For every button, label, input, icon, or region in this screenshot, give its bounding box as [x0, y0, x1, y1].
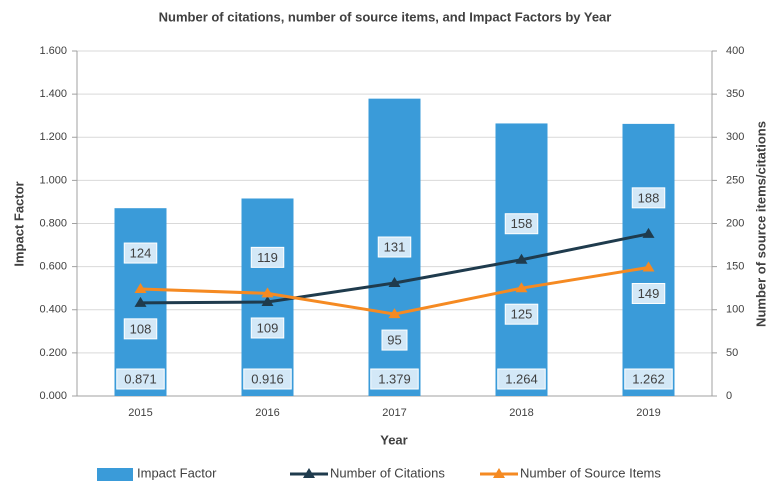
bar-value-label: 1.262	[632, 371, 665, 386]
bar-value-label: 0.871	[124, 371, 157, 386]
line-value-label-box	[123, 242, 158, 264]
y2-tick-label: 250	[726, 174, 744, 186]
line-value-label: 149	[638, 286, 660, 301]
marker	[388, 277, 401, 288]
y2-tick-label: 350	[726, 88, 744, 100]
y2-tick-label: 200	[726, 217, 744, 229]
line-value-label: 109	[257, 320, 279, 335]
marker	[261, 287, 274, 298]
bar-value-label-box	[370, 368, 419, 390]
x-axis-title: Year	[380, 432, 407, 447]
bar-value-label: 1.379	[378, 371, 411, 386]
y-tick-label: 1.400	[39, 88, 67, 100]
marker	[134, 296, 147, 307]
line-value-label: 188	[638, 190, 660, 205]
x-tick-label: 2017	[382, 407, 406, 419]
x-tick-label: 2019	[636, 407, 660, 419]
line-value-label-box	[504, 303, 539, 325]
line-value-label-box	[504, 213, 539, 235]
line-value-label-box	[250, 246, 285, 268]
y-tick-label: 0.400	[39, 304, 67, 316]
marker	[261, 295, 274, 306]
x-tick-label: 2016	[255, 407, 279, 419]
y-tick-label: 1.600	[39, 45, 67, 57]
bar-value-label: 1.264	[505, 371, 538, 386]
line-value-label: 95	[387, 333, 401, 348]
bar-value-label-box	[497, 368, 546, 390]
bar-value-label-box	[624, 368, 673, 390]
y2-tick-label: 400	[726, 45, 744, 57]
bar	[622, 123, 675, 396]
line-value-label-box	[123, 318, 158, 340]
y-tick-label: 0.200	[39, 347, 67, 359]
marker	[388, 308, 401, 319]
y-tick-label: 1.200	[39, 131, 67, 143]
bar-value-label-box	[243, 368, 292, 390]
y-tick-label: 0.600	[39, 261, 67, 273]
bar-value-label-box	[116, 368, 165, 390]
line-value-label-box	[631, 187, 666, 209]
y2-tick-label: 100	[726, 304, 744, 316]
x-tick-label: 2018	[509, 407, 533, 419]
line-value-label: 119	[257, 250, 278, 265]
legend-label: Impact Factor	[137, 465, 217, 480]
bar-value-label: 0.916	[251, 371, 284, 386]
line-value-label-box	[377, 236, 412, 258]
line-value-label-box	[381, 329, 408, 351]
line-value-label: 108	[130, 321, 152, 336]
y2-tick-label: 300	[726, 131, 744, 143]
y-axis-title: Impact Factor	[11, 181, 26, 266]
chart-title: Number of citations, number of source it…	[159, 9, 612, 24]
x-tick-label: 2015	[128, 407, 152, 419]
marker	[493, 468, 505, 478]
marker	[642, 261, 655, 272]
marker	[642, 227, 655, 238]
y-tick-label: 0.000	[39, 390, 67, 402]
legend-swatch	[97, 468, 133, 481]
y2-tick-label: 0	[726, 390, 732, 402]
y-tick-label: 1.000	[39, 174, 67, 186]
marker	[515, 282, 528, 293]
line-value-label: 131	[384, 239, 406, 254]
legend-label: Number of Citations	[330, 465, 445, 480]
legend-label: Number of Source Items	[520, 465, 661, 480]
line-value-label-box	[250, 317, 285, 339]
marker	[515, 253, 528, 264]
line-value-label: 158	[511, 216, 533, 231]
y-tick-label: 0.800	[39, 217, 67, 229]
line-value-label: 125	[511, 307, 533, 322]
line-value-label: 124	[130, 245, 152, 260]
line-value-label-box	[631, 282, 666, 304]
y2-axis-title: Number of source items/citations	[753, 121, 768, 327]
marker	[303, 468, 315, 478]
marker	[134, 283, 147, 294]
y2-tick-label: 50	[726, 347, 738, 359]
y2-tick-label: 150	[726, 261, 744, 273]
